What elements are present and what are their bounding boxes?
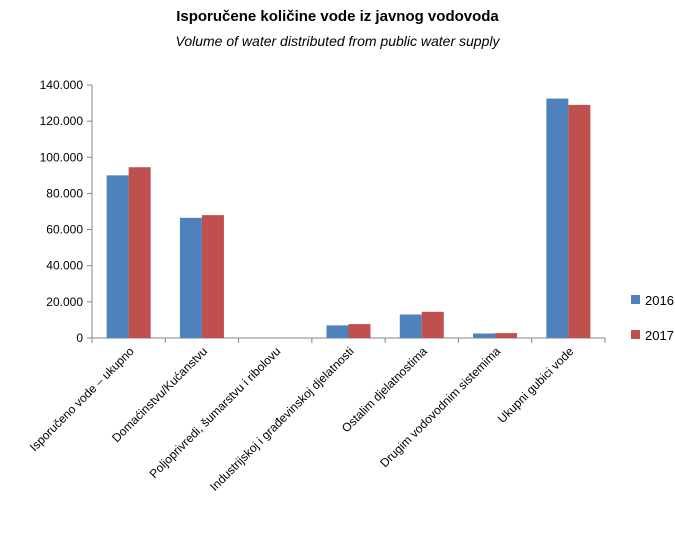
legend-label-2016: 2016 [645, 293, 674, 308]
bar-2017-0 [128, 167, 151, 338]
y-tick-label: 120.000 [40, 114, 84, 128]
bars [106, 98, 591, 338]
bar-2016-3 [326, 325, 349, 338]
bar-2016-4 [399, 314, 422, 338]
chart-subtitle: Volume of water distributed from public … [175, 33, 500, 49]
y-tick-label: 60.000 [46, 223, 83, 237]
legend-swatch-2017 [631, 330, 640, 339]
category-label: Industrijskoj i građevinskoj djelatnosti [207, 344, 357, 494]
y-tick-label: 0 [76, 331, 83, 345]
bar-2017-6 [568, 104, 591, 338]
y-tick-label: 80.000 [46, 186, 83, 200]
legend: 2016 2017 [631, 293, 674, 343]
category-label: Ukupni gubici vode [495, 344, 577, 426]
bar-2016-5 [473, 333, 496, 338]
y-axis: 0 20.000 40.000 60.000 80.000 100.000 120.000 1… [40, 78, 93, 345]
x-axis [91, 337, 606, 343]
bar-2016-0 [106, 175, 129, 338]
category-labels: Isporučeno vode – ukupnoDomaćinstvu/Kuća… [27, 344, 577, 494]
bar-2016-1 [179, 217, 202, 338]
y-tick-label: 20.000 [46, 295, 83, 309]
chart-title: Isporučene količine vode iz javnog vodov… [176, 8, 499, 25]
category-label: Drugim vodovodnim sistemima [377, 344, 503, 470]
bar-2016-6 [546, 98, 569, 338]
y-tick-label: 100.000 [40, 150, 84, 164]
y-tick-label: 140.000 [40, 78, 84, 92]
bar-2017-1 [201, 215, 224, 338]
bar-2017-3 [348, 324, 371, 338]
bar-2017-4 [421, 311, 444, 338]
legend-swatch-2016 [631, 295, 640, 304]
bar-2017-5 [495, 333, 518, 338]
y-tick-label: 40.000 [46, 259, 83, 273]
category-label: Poljoprivredi, šumarstvu i ribolovu [147, 344, 284, 481]
legend-label-2017: 2017 [645, 328, 674, 343]
